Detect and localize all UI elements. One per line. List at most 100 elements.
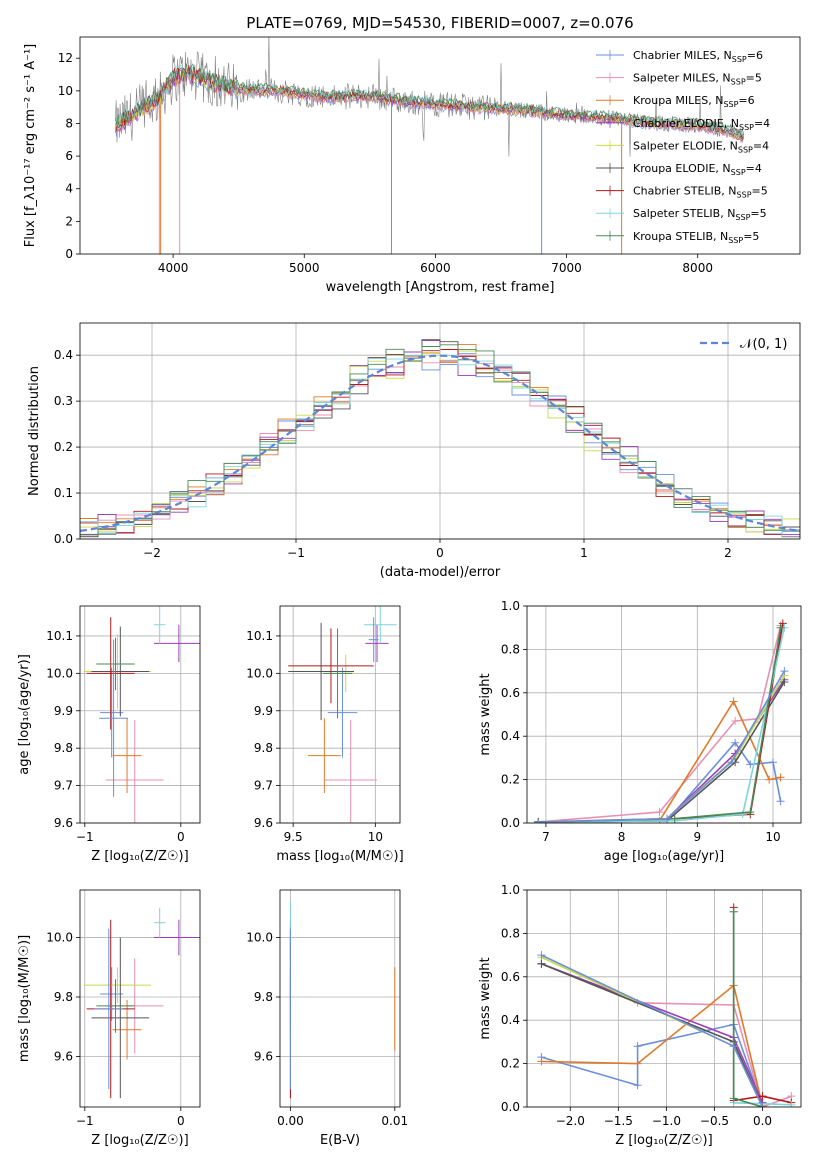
weight-marker — [534, 818, 543, 823]
residual-histogram — [80, 344, 800, 538]
gaussian-curve — [80, 354, 800, 532]
errorbar-point — [100, 667, 124, 758]
weight-marker — [655, 808, 664, 817]
spectrum-lines — [115, 37, 744, 254]
legend-suffix: =4 — [754, 117, 770, 130]
y-tick-label: 2 — [65, 214, 73, 228]
x-axis-label: (data-model)/error — [380, 565, 501, 580]
y-tick-label: 0.8 — [501, 642, 520, 656]
y-tick-label: 0.4 — [501, 729, 520, 743]
y-tick-label: 1.0 — [501, 599, 520, 613]
y-tick-label: 10.0 — [246, 666, 273, 680]
weight-line — [541, 963, 764, 1104]
weight-vs-z-panel: −2.0 −1.5 −1.0 −0.5 0.0 0.0 0.2 0.4 0.6 0.8 1.0 Z [… — [478, 883, 802, 1148]
x-tick-label: 6000 — [420, 261, 451, 275]
legend-entry: Salpeter ELODIE, NSSP=4 — [633, 139, 769, 154]
weight-vs-age-panel: 7 8 9 10 0.0 0.2 0.4 0.6 0.8 1.0 age [log₁₀(age/yr… — [478, 599, 802, 864]
weight-marker — [765, 775, 774, 784]
y-tick-label: 0.3 — [54, 394, 73, 408]
age-vs-z-panel: −1 0 9.6 9.7 9.8 9.9 10.0 10.1 Z [log₁₀(Z/Z☉)] ag… — [17, 605, 201, 864]
errorbar-point — [91, 937, 150, 1099]
errorbar-point — [324, 720, 377, 823]
y-tick-label: 9.8 — [254, 741, 273, 755]
weight-line — [538, 681, 785, 823]
y-tick-label: 0.0 — [501, 816, 520, 830]
x-tick-label: −2.0 — [556, 1114, 585, 1128]
y-tick-label: 10.0 — [246, 931, 273, 945]
x-tick-label: −1.5 — [604, 1114, 633, 1128]
errorbar-point — [288, 628, 374, 704]
legend-subscript: SSP — [735, 213, 750, 222]
y-tick-label: 9.9 — [54, 704, 73, 718]
x-tick-label: −1 — [76, 830, 94, 844]
y-tick-label: 0.6 — [501, 970, 520, 984]
y-tick-label: 9.8 — [254, 990, 273, 1004]
errorbar-point — [153, 919, 200, 956]
x-tick-label: −2 — [143, 546, 161, 560]
x-axis-label: Z [log₁₀(Z/Z☉)] — [91, 849, 188, 864]
errorbar-point — [83, 967, 152, 1003]
y-tick-label: 10.0 — [46, 666, 73, 680]
x-tick-label: 2 — [724, 546, 732, 560]
model-spectrum-line — [115, 64, 744, 137]
y-tick-label: 0.0 — [54, 532, 73, 546]
legend-subscript: SSP — [738, 145, 753, 154]
legend-suffix: =4 — [746, 162, 762, 175]
errorbar-point — [99, 639, 128, 797]
weight-marker — [780, 667, 789, 676]
x-tick-label: 0 — [177, 830, 185, 844]
weight-marker — [776, 773, 785, 782]
weight-lines — [534, 619, 789, 823]
weight-line — [538, 679, 785, 823]
legend-entry: 𝒩(0, 1) — [740, 337, 787, 352]
errorbar-point — [96, 637, 135, 691]
y-tick-label: 4 — [65, 182, 73, 196]
age-vs-mass-panel: 9.5 10 9.6 9.7 9.8 9.9 10.0 10.1 mass [log₁₀(M/M… — [246, 605, 404, 864]
x-axis-label: Z [log₁₀(Z/Z☉)] — [615, 1133, 712, 1148]
weight-marker — [537, 951, 546, 960]
errorbar-point — [153, 624, 200, 663]
y-tick-label: 8 — [65, 116, 73, 130]
y-tick-label: 9.6 — [254, 1049, 273, 1063]
legend-subscript: SSP — [737, 191, 752, 200]
legend-name: Salpeter ELODIE, N — [633, 139, 738, 152]
errorbars — [83, 907, 200, 1099]
errorbar-point — [94, 928, 124, 1090]
weight-marker — [778, 619, 787, 628]
weight-line — [538, 627, 786, 823]
axes-frame — [79, 322, 801, 540]
x-tick-label: 8000 — [682, 261, 713, 275]
errorbar-point — [105, 720, 164, 823]
weight-line — [538, 623, 784, 823]
errorbar-point — [112, 718, 142, 794]
y-axis-label: Flux [f_λ10⁻¹⁷ erg cm⁻² s⁻¹ A⁻¹] — [23, 44, 38, 248]
y-axis-label: mass weight — [478, 957, 493, 1039]
legend-entry: Chabrier ELODIE, NSSP=4 — [633, 117, 770, 132]
x-tick-label: 0.01 — [381, 1114, 408, 1128]
x-tick-label: 0.0 — [753, 1114, 772, 1128]
x-axis-label: age [log₁₀(age/yr)] — [604, 849, 725, 864]
y-axis-label: age [log₁₀(age/yr)] — [17, 654, 32, 775]
model-spectrum-line — [115, 63, 744, 138]
errorbar-point — [363, 606, 397, 644]
axes-frame — [79, 605, 201, 824]
weight-marker — [633, 1059, 642, 1068]
y-tick-label: 9.6 — [254, 816, 273, 830]
mass-vs-z-panel: −1 0 9.6 9.8 10.0 Z [log₁₀(Z/Z☉)] mass [log₁₀(… — [17, 889, 201, 1148]
weight-marker — [758, 1092, 767, 1101]
legend-name: Kroupa MILES, N — [633, 94, 723, 107]
spectrum-panel: 4000 5000 6000 7000 8000 0 2 4 6 8 10 12 wavelength … — [23, 14, 801, 295]
x-tick-label: 4000 — [158, 261, 189, 275]
legend-name: Chabrier ELODIE, N — [633, 117, 739, 130]
y-tick-label: 9.8 — [54, 741, 73, 755]
y-tick-label: 10.1 — [46, 629, 73, 643]
weight-marker — [768, 758, 777, 767]
weight-marker — [780, 677, 789, 686]
axes-frame — [279, 605, 401, 824]
weight-marker — [776, 797, 785, 806]
weight-marker — [727, 758, 736, 767]
weight-marker — [729, 697, 738, 706]
weight-lines — [537, 903, 796, 1107]
y-tick-label: 0.1 — [54, 486, 73, 500]
